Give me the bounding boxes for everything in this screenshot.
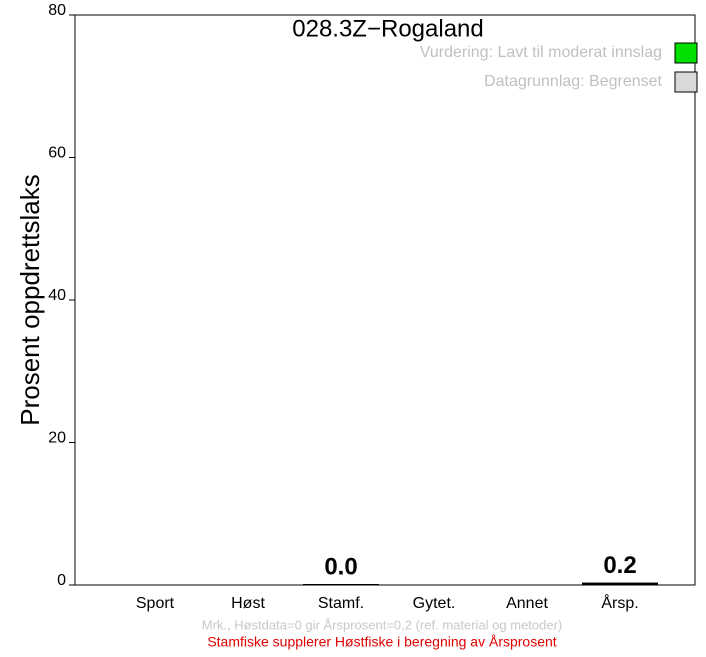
y-tick-label: 20 xyxy=(48,430,66,447)
y-tick-label: 40 xyxy=(48,287,66,304)
annotation: Mrk., Høstdata=0 gir Årsprosent=0,2 (ref… xyxy=(202,617,563,632)
x-tick-label: Årsp. xyxy=(601,593,638,612)
legend-swatch xyxy=(674,42,698,64)
bar xyxy=(582,582,658,585)
y-axis-label: Prosent oppdrettslaks xyxy=(15,174,45,425)
chart-title: 028.3Z−Rogaland xyxy=(292,15,483,42)
value-label: 0.0 xyxy=(324,553,357,580)
bar xyxy=(303,584,379,585)
x-tick-label: Stamf. xyxy=(318,595,364,612)
y-tick-label: 80 xyxy=(48,2,66,19)
legend-label: Vurdering: Lavt til moderat innslag xyxy=(420,44,662,61)
legend-label: Datagrunnlag: Begrenset xyxy=(484,73,662,90)
x-tick-label: Høst xyxy=(231,595,265,612)
annotation: Stamfiske supplerer Høstfiske i beregnin… xyxy=(207,634,556,650)
legend-swatch xyxy=(674,71,698,93)
y-tick-label: 60 xyxy=(48,145,66,162)
value-label: 0.2 xyxy=(603,552,636,579)
x-tick-label: Sport xyxy=(136,595,175,612)
y-tick-label: 0 xyxy=(57,572,66,589)
x-tick-label: Annet xyxy=(506,595,548,612)
x-tick-label: Gytet. xyxy=(413,595,456,612)
plot-frame xyxy=(74,14,696,586)
